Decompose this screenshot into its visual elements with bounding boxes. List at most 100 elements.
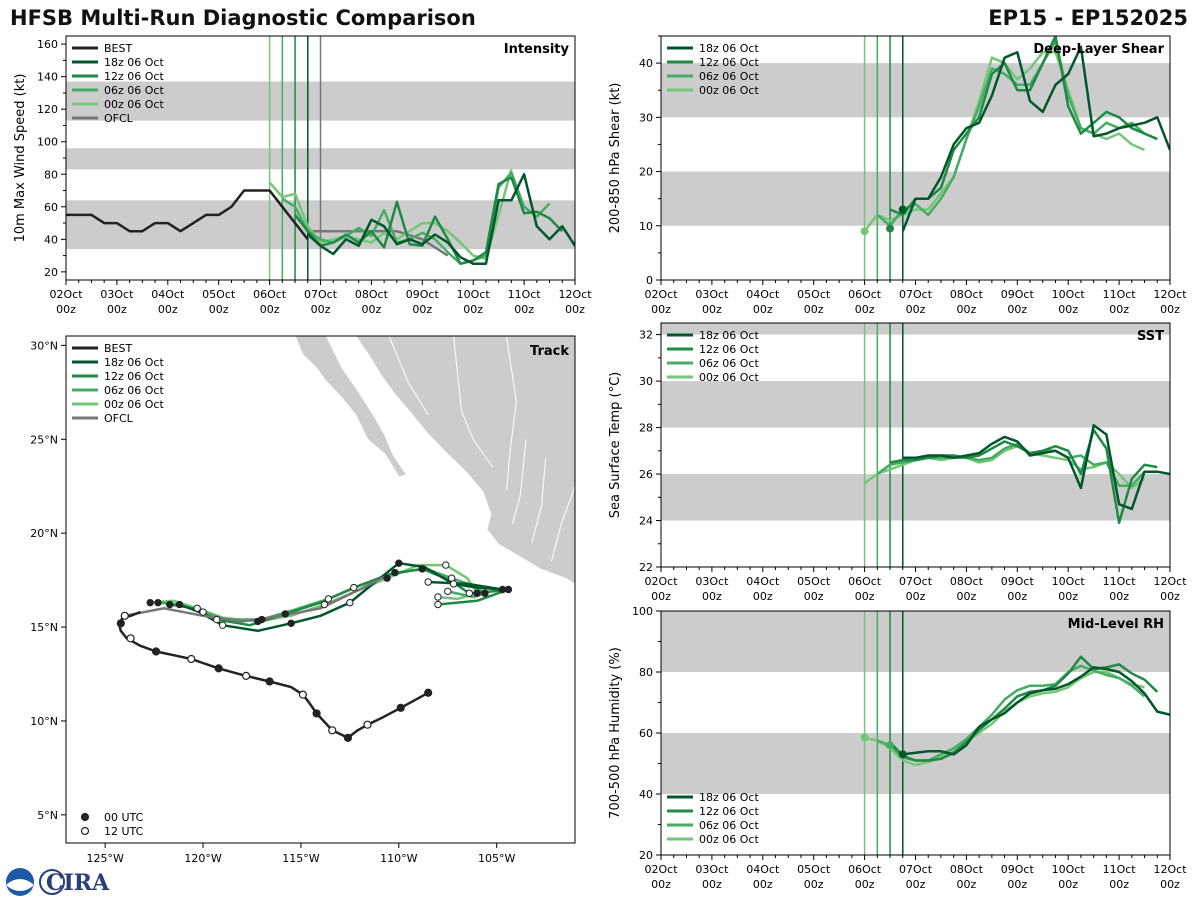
y-tick-label: 100 bbox=[37, 136, 58, 149]
threshold-band bbox=[661, 733, 1170, 794]
x-tick-label: 00z bbox=[412, 303, 432, 316]
best-point-00utc bbox=[265, 677, 274, 686]
legend-label: 06z 06 Oct bbox=[699, 819, 759, 832]
y-tick-label: 30 bbox=[639, 375, 653, 388]
run-point bbox=[346, 598, 354, 607]
x-tick-label: 02Oct bbox=[644, 575, 678, 588]
x-tick-label: 10Oct bbox=[1052, 575, 1086, 588]
x-tick-label: 04Oct bbox=[746, 863, 780, 876]
x-tick-label: 03Oct bbox=[695, 288, 729, 301]
run-point bbox=[193, 604, 201, 612]
x-tick-label: 09Oct bbox=[1001, 863, 1035, 876]
best-point-12utc bbox=[120, 611, 129, 620]
legend-label: 18z 06 Oct bbox=[104, 56, 164, 69]
x-tick-label: 05Oct bbox=[202, 288, 236, 301]
x-tick-label: 03Oct bbox=[695, 863, 729, 876]
x-tick-label: 00z bbox=[1160, 878, 1180, 891]
legend-label: 06z 06 Oct bbox=[699, 70, 759, 83]
best-point-12utc bbox=[298, 690, 307, 699]
x-tick-label: 12Oct bbox=[1153, 575, 1187, 588]
x-tick-label: 08Oct bbox=[950, 863, 984, 876]
best-point-12utc bbox=[328, 726, 337, 735]
marker-legend-symbol bbox=[80, 812, 90, 822]
run-point bbox=[350, 583, 358, 592]
x-tick-label: 120°W bbox=[184, 852, 221, 865]
run-point bbox=[418, 565, 426, 573]
x-tick-label: 00z bbox=[651, 303, 671, 316]
legend-label: 12z 06 Oct bbox=[104, 70, 164, 83]
run-point bbox=[146, 598, 154, 607]
x-tick-label: 00z bbox=[753, 590, 773, 603]
x-tick-label: 00z bbox=[1007, 590, 1027, 603]
series-line bbox=[889, 655, 1159, 762]
run-point bbox=[281, 610, 289, 618]
x-tick-label: 00z bbox=[1007, 303, 1027, 316]
x-tick-label: 05Oct bbox=[797, 863, 831, 876]
run-point bbox=[218, 621, 227, 629]
x-tick-label: 00z bbox=[855, 303, 875, 316]
x-tick-label: 00z bbox=[906, 590, 926, 603]
series-line bbox=[902, 423, 1170, 511]
x-tick-label: 04Oct bbox=[151, 288, 185, 301]
y-axis-label: 700-500 hPa Humidity (%) bbox=[608, 647, 623, 819]
run-point bbox=[465, 589, 473, 597]
x-tick-label: 07Oct bbox=[899, 575, 933, 588]
legend-label: 12z 06 Oct bbox=[699, 805, 759, 818]
x-tick-label: 00z bbox=[651, 590, 671, 603]
series-line bbox=[902, 666, 1170, 756]
x-tick-label: 00z bbox=[906, 303, 926, 316]
y-tick-label: 30 bbox=[639, 111, 653, 124]
legend-label: BEST bbox=[104, 342, 132, 355]
legend-label: 18z 06 Oct bbox=[699, 791, 759, 804]
x-tick-label: 00z bbox=[804, 878, 824, 891]
x-tick-label: 115°W bbox=[282, 852, 319, 865]
plot-frame bbox=[65, 335, 576, 844]
y-tick-label: 15°N bbox=[30, 621, 58, 634]
legend-label: 12z 06 Oct bbox=[699, 56, 759, 69]
run-point bbox=[444, 587, 452, 596]
x-tick-label: 10Oct bbox=[457, 288, 491, 301]
init-marker bbox=[898, 750, 907, 759]
panel-title: Track bbox=[530, 344, 569, 359]
x-tick-label: 00z bbox=[702, 590, 722, 603]
y-tick-label: 32 bbox=[639, 329, 653, 342]
plot-area bbox=[66, 36, 575, 280]
panel-title: Deep-Layer Shear bbox=[1033, 42, 1164, 57]
x-tick-label: 00z bbox=[855, 878, 875, 891]
x-tick-label: 10Oct bbox=[1052, 288, 1086, 301]
panel-title: Intensity bbox=[504, 42, 570, 57]
y-tick-label: 100 bbox=[632, 605, 653, 618]
storm-id: EP15 - EP152025 bbox=[988, 6, 1188, 30]
run-point bbox=[498, 585, 507, 594]
y-tick-label: 24 bbox=[639, 515, 653, 528]
x-tick-label: 125°W bbox=[86, 852, 123, 865]
legend-label: 00z 06 Oct bbox=[104, 398, 164, 411]
x-tick-label: 00z bbox=[209, 303, 229, 316]
x-tick-label: 06Oct bbox=[848, 288, 882, 301]
run-point bbox=[391, 568, 399, 577]
best-point-00utc bbox=[424, 688, 433, 697]
run-point bbox=[166, 600, 174, 609]
x-tick-label: 12Oct bbox=[1153, 288, 1187, 301]
panel-shear: 0 10 20 30 40 02Oct 00z 03Oct 00z 04Oct 00z 05Oct 00… bbox=[608, 35, 1187, 316]
best-point-00utc bbox=[343, 733, 353, 742]
run-point bbox=[473, 589, 481, 597]
x-tick-label: 12Oct bbox=[1153, 863, 1187, 876]
series-line bbox=[294, 176, 564, 265]
y-tick-label: 40 bbox=[639, 788, 653, 801]
y-tick-label: 10 bbox=[639, 220, 653, 233]
x-tick-label: 00z bbox=[565, 303, 585, 316]
x-tick-label: 00z bbox=[651, 878, 671, 891]
legend-label: 06z 06 Oct bbox=[104, 384, 164, 397]
x-tick-label: 08Oct bbox=[950, 575, 984, 588]
x-tick-label: 00z bbox=[1109, 590, 1129, 603]
legend-label: 06z 06 Oct bbox=[104, 84, 164, 97]
legend-label: OFCL bbox=[104, 112, 134, 125]
y-tick-label: 80 bbox=[44, 168, 58, 181]
noaa-bird-icon bbox=[7, 879, 33, 891]
x-tick-label: 06Oct bbox=[253, 288, 287, 301]
x-tick-label: 06Oct bbox=[848, 575, 882, 588]
best-point-00utc bbox=[151, 647, 161, 656]
init-marker bbox=[886, 224, 895, 233]
legend-label: 18z 06 Oct bbox=[104, 356, 164, 369]
